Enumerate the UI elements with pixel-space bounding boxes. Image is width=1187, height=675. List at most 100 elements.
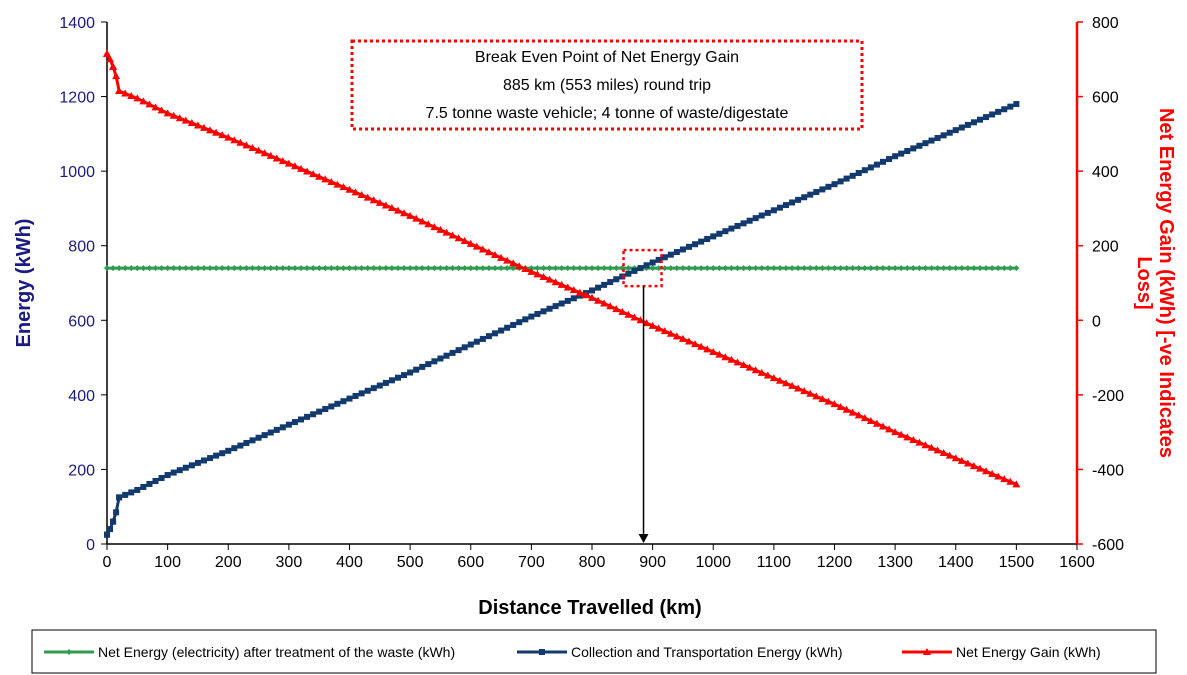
series-marker-1 [819, 186, 826, 193]
series-marker-0 [922, 265, 929, 272]
series-marker-1 [983, 114, 990, 121]
series-marker-2 [327, 177, 336, 185]
series-marker-0 [698, 265, 705, 272]
series-marker-1 [789, 199, 796, 206]
series-marker-1 [194, 459, 201, 466]
series-marker-0 [407, 265, 414, 272]
series-marker-2 [424, 220, 433, 228]
series-marker-1 [267, 429, 274, 436]
series-marker-2 [254, 146, 263, 154]
series-marker-1 [952, 127, 959, 134]
y-right-tick-label: -200 [1092, 388, 1124, 405]
series-marker-2 [842, 405, 851, 413]
series-marker-0 [473, 265, 480, 272]
series-marker-2 [854, 411, 863, 419]
series-marker-0 [492, 265, 498, 272]
series-marker-0 [273, 265, 280, 272]
series-marker-1 [928, 137, 935, 144]
series-marker-1 [382, 379, 389, 386]
series-marker-0 [328, 265, 335, 272]
series-marker-1 [904, 148, 911, 155]
series-marker-0 [243, 265, 250, 272]
series-marker-1 [940, 132, 947, 139]
series-marker-2 [297, 164, 305, 172]
series-marker-0 [1007, 265, 1014, 272]
series-marker-2 [115, 86, 124, 94]
series-marker-2 [848, 408, 857, 416]
series-marker-2 [478, 245, 487, 253]
series-marker-1 [298, 416, 304, 423]
series-marker-0 [455, 265, 462, 272]
series-marker-1 [589, 287, 595, 294]
series-marker-1 [977, 116, 983, 123]
series-marker-0 [322, 265, 329, 272]
series-marker-2 [685, 337, 693, 345]
series-marker-2 [927, 443, 936, 451]
series-marker-1 [322, 406, 329, 413]
y-right-tick-label: 200 [1092, 239, 1119, 256]
series-marker-2 [121, 89, 130, 97]
series-marker-0 [316, 265, 323, 272]
series-marker-0 [504, 265, 511, 272]
series-marker-2 [569, 286, 578, 294]
x-axis-title: Distance Travelled (km) [478, 597, 701, 619]
annotation-line-3: 7.5 tonne waste vehicle; 4 tonne of wast… [426, 105, 789, 122]
series-marker-1 [807, 191, 814, 198]
series-marker-0 [298, 265, 304, 272]
series-marker-2 [648, 321, 657, 329]
series-marker-1 [273, 426, 280, 433]
series-marker-1 [413, 366, 420, 373]
series-marker-0 [867, 265, 874, 272]
legend-label-1: Collection and Transportation Energy (kW… [571, 644, 843, 660]
series-marker-2 [315, 172, 324, 180]
x-tick-label: 600 [457, 554, 484, 571]
series-marker-1 [855, 170, 862, 177]
series-marker-2 [309, 170, 318, 178]
series-marker-2 [163, 109, 172, 117]
series-marker-2 [782, 379, 790, 387]
series-marker-0 [831, 265, 838, 272]
annotation-line-1: Break Even Point of Net Energy Gain [475, 49, 739, 66]
series-marker-1 [843, 175, 850, 182]
series-marker-0 [225, 265, 232, 272]
series-marker-0 [158, 265, 165, 272]
series-marker-0 [419, 265, 426, 272]
y-right-tick-label: 0 [1092, 313, 1101, 330]
series-marker-0 [170, 265, 177, 272]
series-marker-0 [552, 265, 559, 272]
series-marker-2 [963, 459, 972, 467]
series-marker-1 [679, 246, 686, 253]
series-marker-0 [534, 265, 541, 272]
series-marker-1 [958, 124, 965, 131]
series-marker-0 [795, 265, 802, 272]
series-marker-1 [492, 330, 498, 337]
series-marker-2 [933, 446, 942, 454]
series-marker-0 [764, 265, 771, 272]
series-marker-0 [928, 265, 935, 272]
series-marker-2 [551, 278, 560, 286]
series-marker-2 [751, 366, 760, 374]
y-right-tick-label: 400 [1092, 164, 1119, 181]
series-marker-1 [376, 382, 383, 389]
series-marker-0 [546, 265, 553, 272]
series-marker-2 [969, 462, 978, 470]
series-marker-2 [612, 305, 621, 313]
series-marker-2 [412, 214, 421, 222]
y-right-ticks: -600 -400 -200 0 200 400 600 800 [1077, 15, 1124, 554]
series-marker-0 [825, 265, 832, 272]
y-left-tick-label: 600 [68, 313, 95, 330]
series-marker-1 [631, 267, 638, 274]
legend: Net Energy (electricity) after treatment… [44, 644, 1101, 660]
x-tick-label: 1100 [757, 554, 792, 571]
series-marker-0 [789, 265, 796, 272]
series-marker-0 [916, 265, 923, 272]
series-marker-2 [818, 394, 827, 402]
series-marker-1 [498, 327, 505, 334]
series-marker-2 [988, 469, 997, 477]
series-marker-2 [976, 464, 984, 472]
x-ticks: 0 100 200 300 400 500 600 700 800 900 1000 1100 1200… [103, 544, 1095, 571]
series-marker-0 [983, 265, 990, 272]
y-left-ticks: 0 200 400 600 800 1000 1200 1400 [59, 15, 107, 554]
series-marker-2 [939, 449, 948, 457]
series-marker-1 [504, 324, 511, 331]
